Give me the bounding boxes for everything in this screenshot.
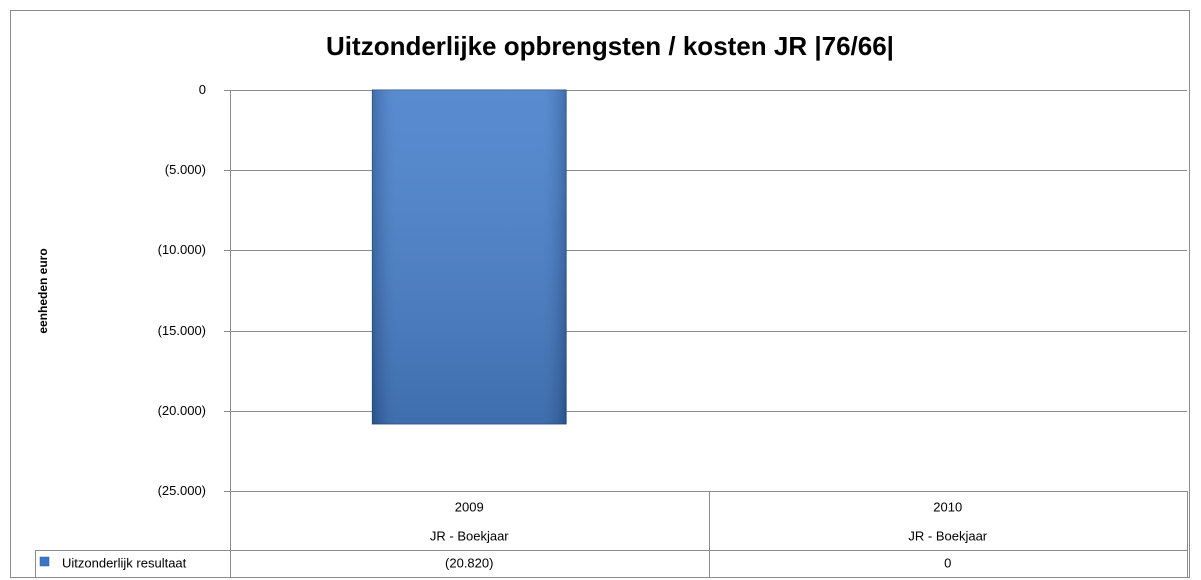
y-tick-label: (5.000): [165, 162, 206, 177]
x-tick-label: 2009: [455, 499, 484, 514]
bar: [371, 89, 567, 425]
data-table-value: 0: [944, 555, 951, 570]
y-tick-label: (10.000): [158, 242, 206, 257]
data-table-value: (20.820): [445, 555, 493, 570]
legend-swatch: [39, 556, 50, 567]
y-tick-label: 0: [199, 82, 206, 97]
x-tick-label: 2010: [933, 499, 962, 514]
chart-title: Uitzonderlijke opbrengsten / kosten JR |…: [326, 31, 894, 61]
chart-border: [10, 10, 1190, 578]
y-axis-label: eenheden euro: [36, 248, 50, 333]
x-group-label: JR - Boekjaar: [908, 528, 987, 543]
y-tick-label: (25.000): [158, 483, 206, 498]
y-tick-label: (20.000): [158, 403, 206, 418]
x-group-label: JR - Boekjaar: [430, 528, 509, 543]
legend-label: Uitzonderlijk resultaat: [62, 555, 187, 570]
y-tick-label: (15.000): [158, 323, 206, 338]
